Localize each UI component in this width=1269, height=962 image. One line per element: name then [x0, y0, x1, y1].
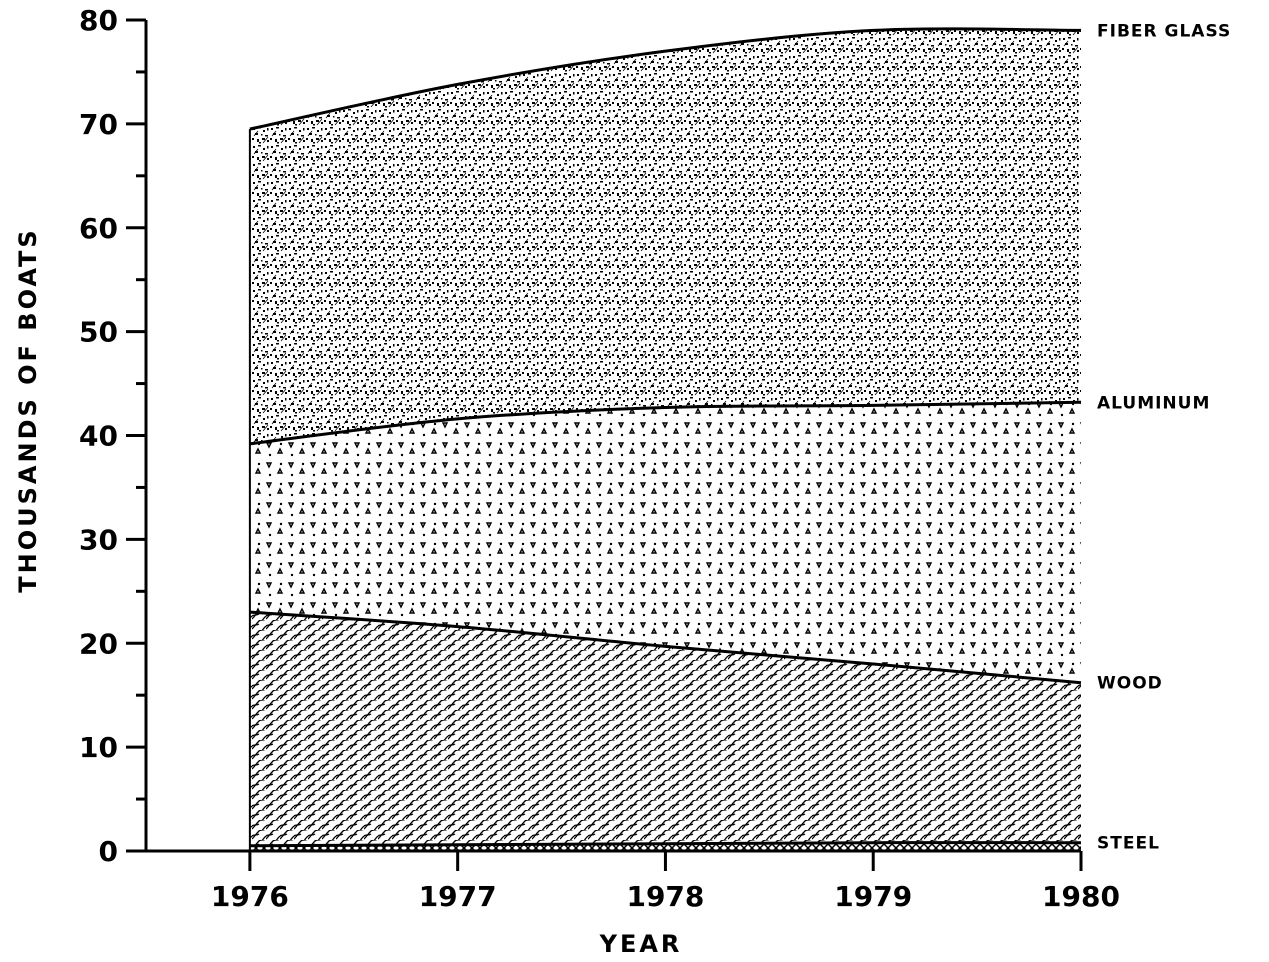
y-tick-label: 80	[79, 4, 118, 37]
x-axis: 1976 1977 1978 1979 1980	[146, 849, 1120, 913]
y-ticks: 0 10 20 30 40 50 60 70 80	[79, 4, 146, 868]
x-axis-title: YEAR	[599, 930, 683, 958]
y-axis-title: THOUSANDS OF BOATS	[14, 227, 42, 592]
area-aluminum	[249, 402, 1081, 683]
y-tick-label: 60	[79, 212, 118, 245]
y-tick-label: 50	[79, 316, 118, 349]
x-tick-label: 1976	[211, 880, 289, 913]
y-tick-label: 10	[79, 731, 118, 764]
y-tick-label: 20	[79, 627, 118, 660]
x-tick-label: 1977	[419, 880, 497, 913]
area-fiber-glass	[249, 28, 1081, 444]
boundary-fiber-glass	[249, 27, 1082, 131]
y-axis: 0 10 20 30 40 50 60 70 80	[79, 4, 148, 868]
series-label-aluminum: ALUMINUM	[1097, 393, 1210, 413]
y-tick-label: 70	[79, 108, 118, 141]
area-steel	[249, 842, 1081, 851]
area-wood	[249, 612, 1081, 846]
y-tick-label: 30	[79, 523, 118, 556]
x-ticks: 1976 1977 1978 1979 1980	[211, 851, 1120, 913]
y-tick-label: 0	[99, 835, 118, 868]
x-tick-label: 1979	[834, 880, 912, 913]
area-bands	[249, 28, 1081, 851]
x-tick-label: 1980	[1042, 880, 1120, 913]
series-label-wood: WOOD	[1097, 674, 1163, 694]
boundary-aluminum	[249, 400, 1082, 446]
x-tick-label: 1978	[626, 880, 704, 913]
band-boundaries	[248, 27, 1082, 851]
boundary-steel	[249, 841, 1082, 848]
series-label-fiber-glass: FIBER GLASS	[1097, 21, 1231, 41]
y-tick-label: 40	[79, 420, 118, 453]
boundary-wood	[249, 610, 1082, 685]
series-label-steel: STEEL	[1097, 834, 1160, 854]
series-labels: STEEL WOOD ALUMINUM FIBER GLASS	[1097, 21, 1231, 854]
